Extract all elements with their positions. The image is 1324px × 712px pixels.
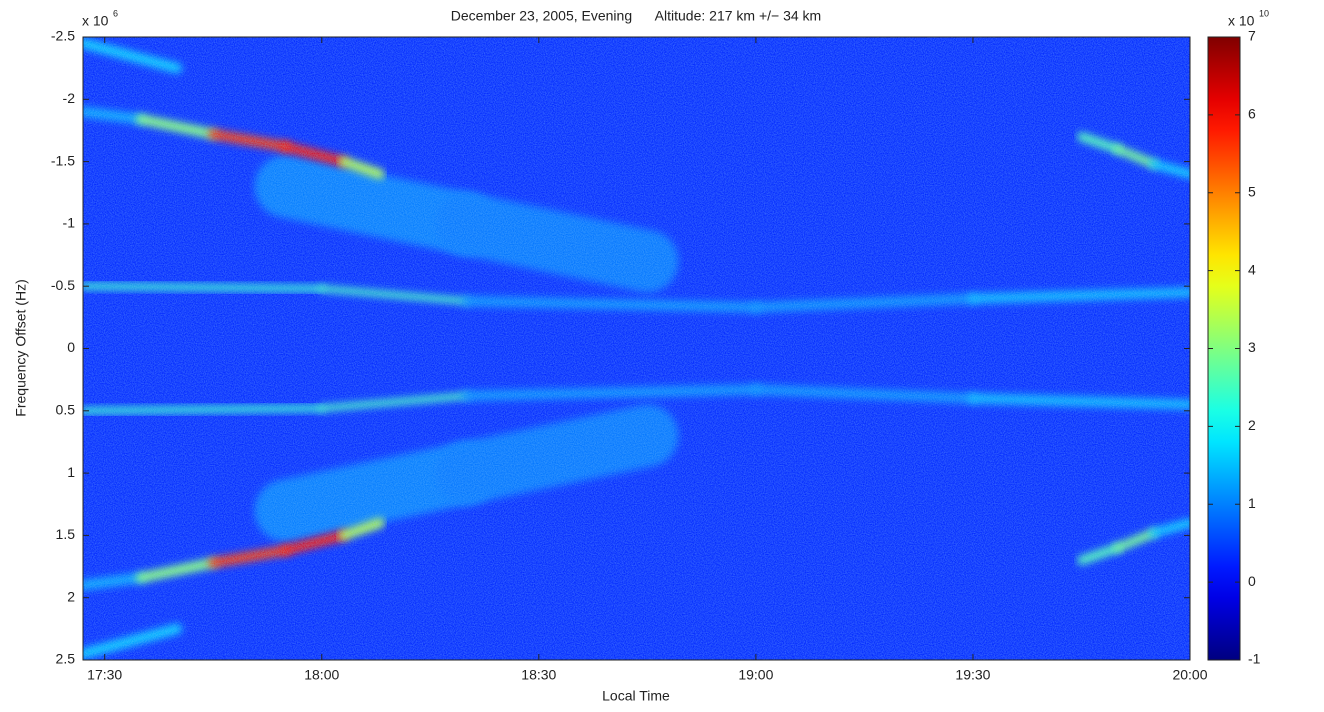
plot-area (83, 37, 1190, 660)
colorbar-tick-label: 0 (1248, 573, 1256, 589)
x-tick-label: 20:00 (1172, 667, 1207, 683)
colorbar-tick-label: -1 (1248, 651, 1261, 667)
y-tick-label: -1.5 (51, 152, 75, 168)
x-axis-label: Local Time (602, 688, 670, 704)
colorbar-tick-label: 6 (1248, 106, 1256, 122)
y-tick-label: -2 (63, 90, 76, 106)
y-tick-label: 1 (67, 464, 75, 480)
colorbar-tick-label: 7 (1248, 28, 1256, 44)
colorbar-tick-label: 4 (1248, 261, 1256, 277)
y-multiplier-exp: 6 (113, 8, 118, 18)
y-tick-label: -1 (63, 215, 76, 231)
colorbar-tick-label: 1 (1248, 495, 1256, 511)
x-tick-label: 18:30 (521, 667, 556, 683)
chart-title: December 23, 2005, Evening Altitude: 217… (451, 8, 821, 24)
y-tick-label: 2.5 (56, 651, 76, 667)
y-multiplier: x 10 (82, 13, 109, 29)
colorbar-tick-label: 3 (1248, 339, 1256, 355)
y-tick-label: 2 (67, 588, 75, 604)
x-tick-label: 19:30 (955, 667, 990, 683)
axes: -2.5 -2 -1.5 -1 -0.5 0 0.5 1 1.5 2 2.5 17:30 18:00 18… (51, 28, 1261, 683)
x-tick-label: 17:30 (87, 667, 122, 683)
y-tick-label: -0.5 (51, 277, 75, 293)
y-tick-label: 0 (67, 339, 75, 355)
y-tick-label: 0.5 (56, 402, 76, 418)
colorbar-tick-label: 2 (1248, 417, 1256, 433)
noise-texture (83, 37, 1190, 660)
colorbar-multiplier: x 10 (1228, 13, 1255, 29)
colorbar (1207, 36, 1241, 661)
colorbar-multiplier-exp: 10 (1259, 8, 1269, 18)
y-tick-label: 1.5 (56, 526, 76, 542)
colorbar-tick-label: 5 (1248, 183, 1256, 199)
y-tick-label: -2.5 (51, 28, 75, 44)
x-tick-label: 18:00 (304, 667, 339, 683)
x-tick-label: 19:00 (738, 667, 773, 683)
y-axis-label: Frequency Offset (Hz) (13, 279, 29, 416)
